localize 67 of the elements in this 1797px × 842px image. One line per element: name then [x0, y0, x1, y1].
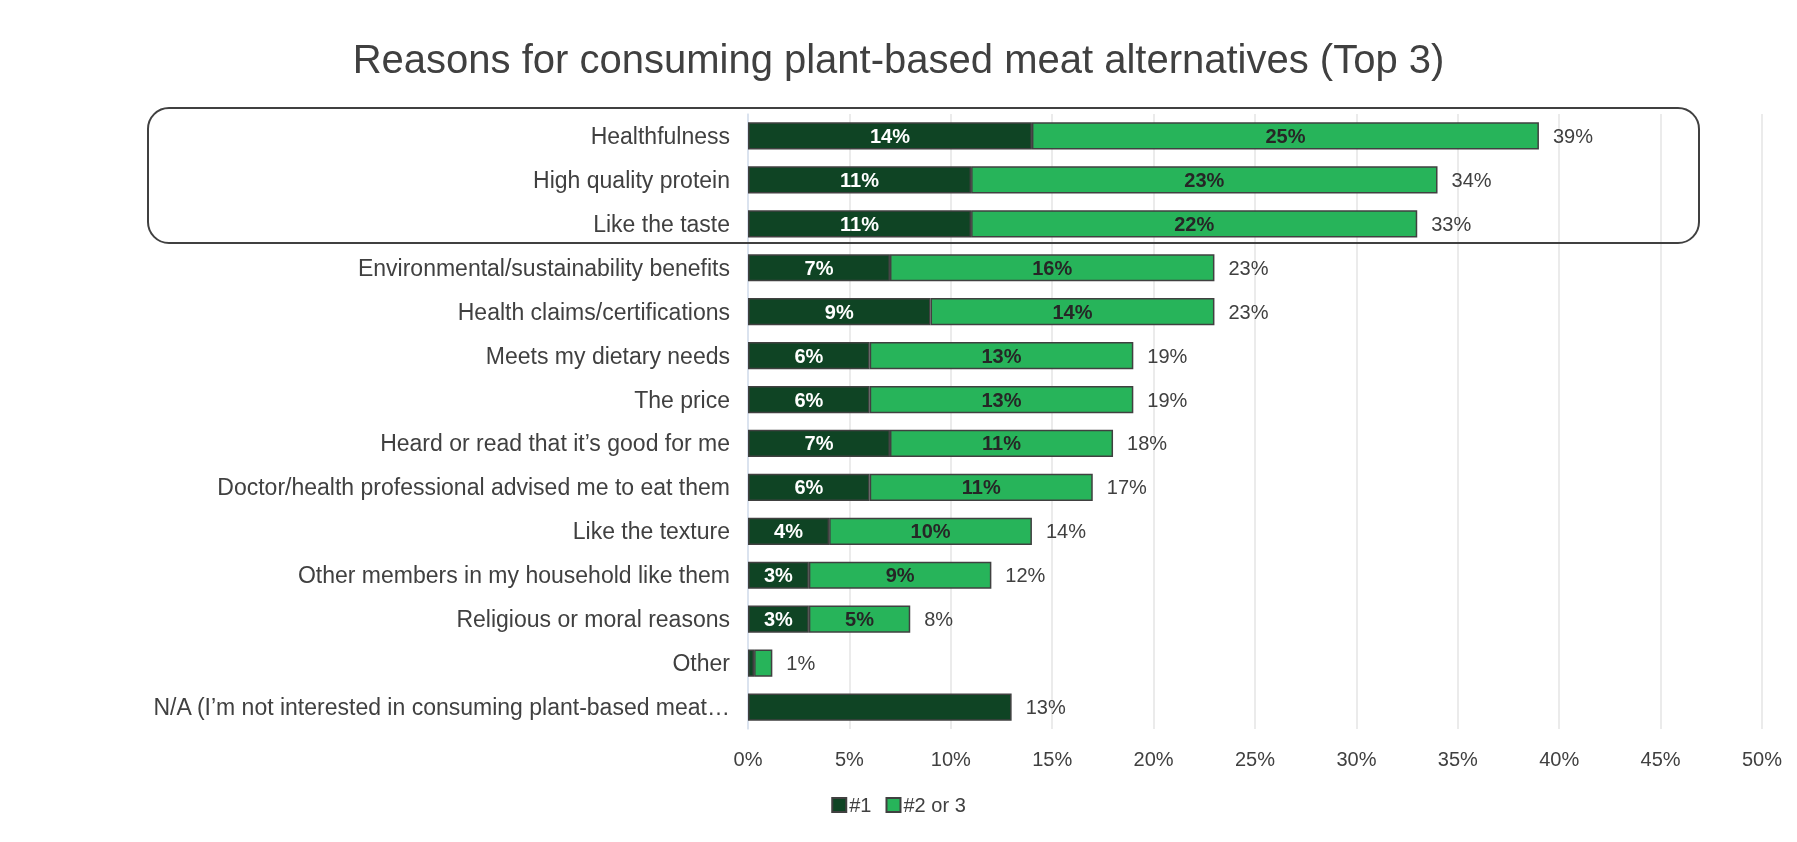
x-tick-label: 35%	[1437, 748, 1479, 770]
data-label: 11%	[961, 476, 1001, 499]
data-label: 10%	[910, 520, 951, 543]
y-tick-label: Meets my dietary needs	[485, 342, 730, 369]
total-label: 12%	[1005, 564, 1046, 587]
y-tick-label: Health claims/certifications	[457, 298, 730, 325]
data-label: 23%	[1184, 168, 1225, 191]
x-tick-label: 10%	[930, 748, 972, 770]
x-tick-label: 40%	[1539, 748, 1580, 770]
data-label: 22%	[1174, 212, 1215, 235]
x-tick-label: 5%	[834, 748, 865, 770]
x-tick-label: 15%	[1032, 748, 1073, 770]
data-label: 9%	[824, 300, 854, 323]
y-tick-label: Like the texture	[572, 518, 730, 545]
total-label: 17%	[1106, 476, 1148, 499]
y-tick-label: Religious or moral reasons	[456, 606, 730, 633]
data-label: 4%	[774, 520, 804, 543]
total-label: 8%	[924, 608, 954, 631]
x-tick-label: 0%	[733, 748, 763, 770]
total-label: 23%	[1228, 300, 1269, 323]
data-label: 16%	[1032, 256, 1073, 279]
data-label: 5%	[845, 608, 875, 631]
data-label: 14%	[1052, 300, 1093, 323]
data-label: 13%	[981, 388, 1022, 411]
data-label: 7%	[804, 256, 834, 279]
data-label: 7%	[804, 432, 834, 455]
total-label: 1%	[786, 652, 816, 675]
data-label: 11%	[982, 432, 1022, 455]
legend-label: #2 or 3	[903, 794, 966, 816]
data-label: 11%	[840, 212, 880, 235]
y-tick-label: High quality protein	[533, 166, 730, 193]
y-tick-label: Other	[672, 650, 731, 677]
data-label: 6%	[794, 388, 824, 411]
x-tick-label: 20%	[1133, 748, 1174, 770]
x-tick-label: 45%	[1640, 748, 1681, 770]
total-label: 14%	[1045, 520, 1087, 543]
data-label: 9%	[885, 564, 915, 587]
legend-label: #1	[849, 794, 872, 816]
data-label: 3%	[763, 608, 794, 631]
y-tick-label: Other members in my household like them	[297, 562, 730, 589]
total-label: 19%	[1147, 344, 1188, 367]
y-tick-label: Environmental/sustainability benefits	[357, 254, 730, 281]
y-tick-label: Healthfulness	[590, 122, 730, 149]
total-label: 34%	[1451, 168, 1492, 191]
total-label: 39%	[1552, 124, 1594, 147]
y-tick-label: Like the taste	[593, 210, 730, 237]
bar	[748, 693, 1012, 721]
x-tick-label: 25%	[1234, 748, 1276, 770]
data-label: 25%	[1265, 124, 1306, 147]
y-tick-label: The price	[634, 386, 730, 413]
data-label: 11%	[840, 168, 880, 191]
y-tick-label: Heard or read that it’s good for me	[380, 430, 730, 457]
total-label: 19%	[1147, 388, 1188, 411]
total-label: 18%	[1127, 432, 1168, 455]
data-label: 14%	[869, 124, 911, 147]
data-label: 13%	[981, 344, 1022, 367]
total-label: 13%	[1025, 696, 1066, 719]
x-tick-label: 50%	[1741, 748, 1783, 770]
total-label: 33%	[1431, 212, 1472, 235]
data-label: 6%	[794, 344, 824, 367]
y-tick-label: Doctor/health professional advised me to eat them	[217, 474, 730, 501]
total-label: 23%	[1228, 256, 1269, 279]
x-tick-label: 30%	[1336, 748, 1377, 770]
data-label: 6%	[794, 476, 824, 499]
data-label: 3%	[763, 564, 794, 587]
chart-title: Reasons for consuming plant-based meat alternatives (Top 3)	[352, 37, 1445, 81]
y-tick-label: N/A (I’m not interested in consuming plant-based meat…	[153, 694, 730, 721]
